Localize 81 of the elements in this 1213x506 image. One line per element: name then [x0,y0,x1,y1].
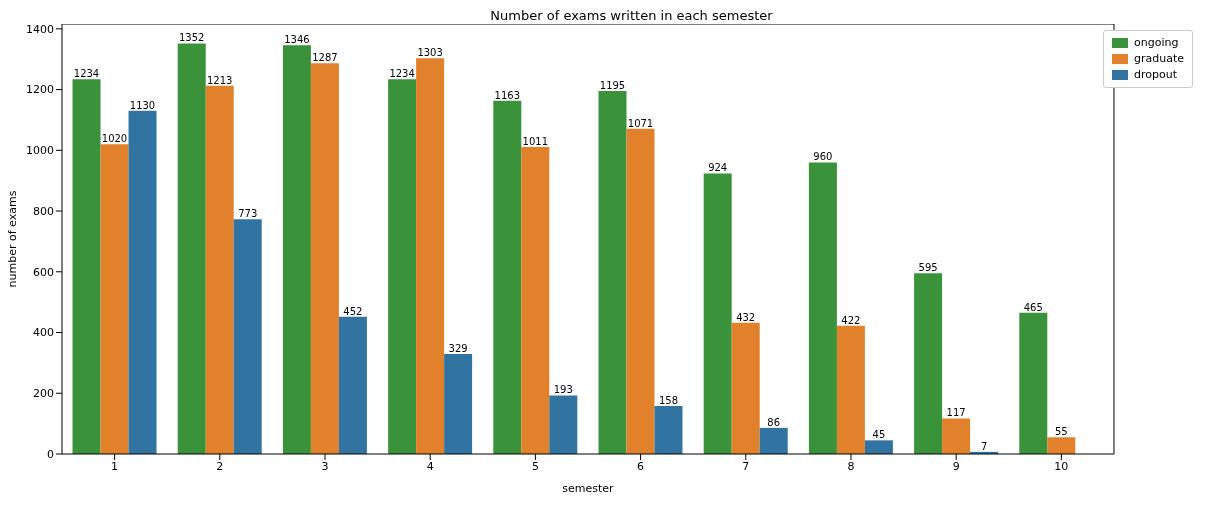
y-tick-label: 800 [33,204,54,218]
bar [759,427,788,454]
data-label: 595 [918,262,938,274]
bar [282,45,311,454]
x-tick-label: 10 [1054,459,1069,473]
data-label: 1287 [312,52,338,64]
bar [731,322,760,454]
x-tick-label: 7 [742,459,750,473]
bar [549,395,578,454]
data-label: 158 [658,395,679,407]
x-tick-label: 8 [847,459,855,473]
bar [128,110,157,454]
data-label: 193 [553,384,573,396]
data-label: 1352 [178,32,205,44]
data-label: 422 [841,314,861,326]
data-label: 45 [872,429,886,441]
data-label: 86 [767,416,781,428]
y-tick-label: 200 [33,387,54,401]
data-label: 1011 [522,135,549,147]
bar [598,91,627,454]
data-label: 465 [1023,301,1043,313]
x-tick-label: 4 [426,459,434,473]
data-label: 329 [448,343,468,355]
data-label: 1195 [599,80,626,92]
legend-label: dropout [1133,67,1177,83]
y-tick-label: 400 [33,326,54,340]
bar [444,354,473,454]
bar [416,58,445,454]
chart-title: Number of exams written in each semester [489,8,774,24]
bar [942,418,971,454]
data-label: 1213 [206,74,233,86]
data-label: 1130 [129,99,156,111]
bar [177,43,206,454]
y-tick-label: 0 [47,447,54,461]
bar [654,406,683,454]
data-label: 432 [736,311,756,323]
y-tick-label: 1000 [26,144,54,158]
bar [388,79,417,454]
data-label: 55 [1054,426,1068,438]
bar [493,100,522,454]
data-label: 1346 [284,34,310,46]
legend-label: graduate [1133,51,1184,67]
y-axis-title: number of exams [5,190,19,288]
data-label: 7 [980,440,988,452]
bar [310,63,339,454]
x-tick-label: 9 [952,459,960,473]
bar [626,128,655,454]
bar [703,173,732,454]
y-tick-label: 1200 [26,83,54,97]
data-label: 117 [946,407,966,419]
bar [1047,437,1076,454]
bar [808,162,837,454]
data-label: 1163 [494,89,521,101]
x-tick-label: 6 [637,459,645,473]
data-label: 1020 [101,133,128,145]
data-label: 1234 [73,68,100,80]
y-tick-label: 1400 [26,22,54,36]
y-tick-label: 600 [33,265,54,279]
legend-label: ongoing [1133,35,1179,51]
bar [100,144,129,454]
bar [72,79,101,454]
data-label: 1303 [417,47,443,59]
bar [233,219,262,454]
bar [521,146,550,454]
bar [1019,312,1048,454]
bar [914,273,943,454]
x-axis-title: semester [562,482,615,495]
x-tick-label: 1 [111,459,119,473]
x-tick-label: 5 [531,459,539,473]
bar [205,85,234,454]
data-label: 924 [708,162,728,174]
data-label: 773 [238,208,258,220]
x-tick-label: 3 [321,459,329,473]
x-tick-label: 2 [216,459,224,473]
data-label: 960 [813,151,833,163]
data-label: 1071 [627,117,654,129]
bar [836,325,865,454]
data-label: 452 [343,305,363,317]
bar [864,440,893,454]
bar [338,316,367,454]
data-label: 1234 [389,68,415,80]
